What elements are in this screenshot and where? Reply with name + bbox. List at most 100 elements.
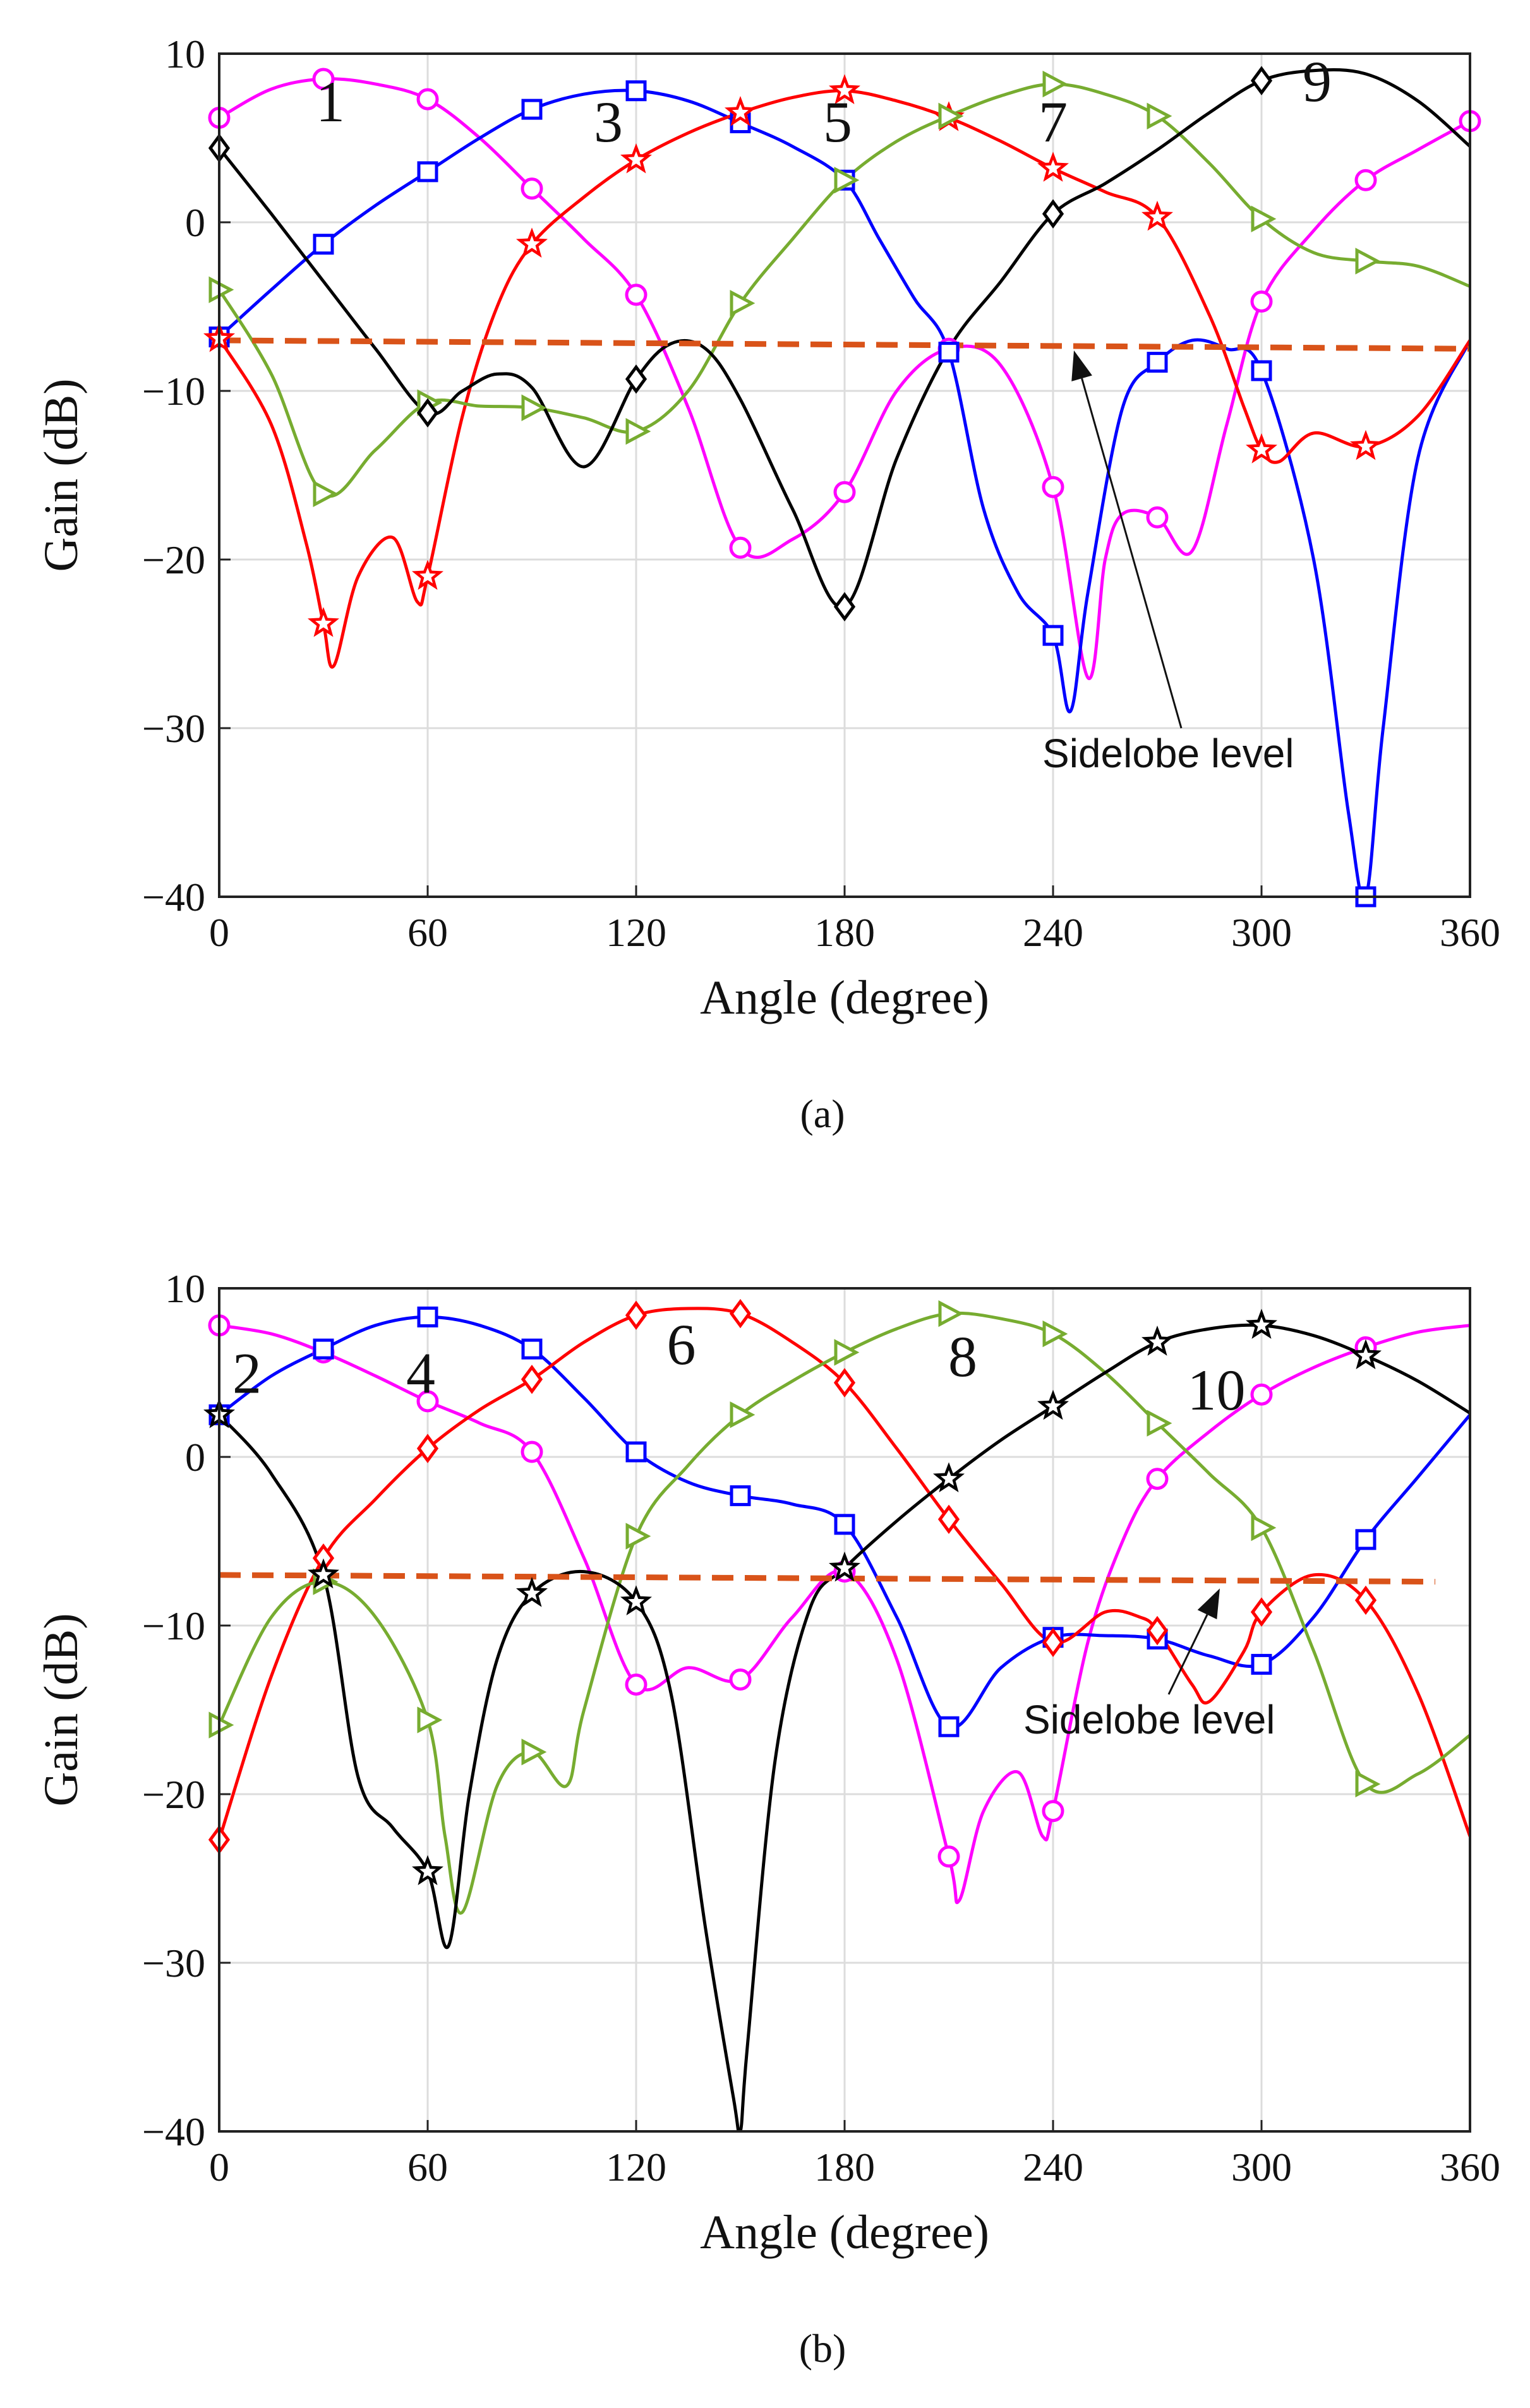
marker-series-9 <box>833 592 856 621</box>
marker-series-1 <box>1042 476 1064 498</box>
marker-series-6 <box>1354 1585 1377 1615</box>
marker-series-10 <box>828 1551 861 1582</box>
marker-series-7 <box>938 102 964 129</box>
marker-series-7 <box>1355 248 1381 275</box>
annotation-arrow-shaft <box>1081 378 1183 729</box>
panel-a-chart: 0 60 120 180 240 300 360 10 0 −10 −20 −30 −40 Angle (… <box>35 32 1500 1136</box>
marker-series-5 <box>1037 152 1069 182</box>
marker-series-7 <box>730 290 756 317</box>
x-tick-label: 360 <box>1440 910 1500 955</box>
marker-series-2 <box>729 1668 752 1691</box>
marker-series-5 <box>307 607 340 637</box>
marker-series-8 <box>521 1739 547 1766</box>
marker-series-1 <box>833 481 856 503</box>
y-tick-label: −40 <box>142 2109 205 2154</box>
marker-series-7 <box>834 167 860 194</box>
series-line-2 <box>219 1324 1470 1905</box>
x-axis-label: Angle (degree) <box>700 971 989 1024</box>
marker-series-2 <box>937 1845 960 1868</box>
sidelobe-level-line <box>219 1572 1436 1585</box>
marker-series-6 <box>1146 1615 1169 1646</box>
beam-label-7: 7 <box>1039 90 1068 154</box>
tick-labels: 0 60 120 180 240 300 360 10 0 −10 −20 −30 −40 <box>142 32 1500 955</box>
marker-series-4 <box>313 1338 334 1360</box>
beam-label-4: 4 <box>406 1341 435 1406</box>
y-axis-label: Gain (dB) <box>35 378 88 572</box>
annotation-arrow-shaft <box>1167 1614 1208 1695</box>
marker-series-7 <box>313 480 339 508</box>
marker-series-10 <box>932 1462 965 1493</box>
marker-series-3 <box>521 99 543 120</box>
y-tick-label: 10 <box>165 32 205 76</box>
marker-series-4 <box>625 1441 647 1463</box>
beam-label-3: 3 <box>594 90 623 154</box>
marker-series-4 <box>938 1716 960 1737</box>
marker-series-3 <box>625 80 647 102</box>
marker-series-6 <box>1250 1597 1273 1627</box>
beam-label-2: 2 <box>232 1341 262 1406</box>
x-tick-label: 60 <box>407 910 448 955</box>
beam-label-9: 9 <box>1303 49 1332 114</box>
marker-series-10 <box>1141 1326 1174 1356</box>
y-tick-label: −20 <box>142 1772 205 1817</box>
y-tick-label: −20 <box>142 537 205 582</box>
marker-series-1 <box>1146 506 1169 529</box>
marker-series-10 <box>307 1558 340 1589</box>
y-tick-label: −40 <box>142 875 205 919</box>
series-markers <box>203 1298 1382 1886</box>
x-tick-label: 300 <box>1231 910 1292 955</box>
beam-label-6: 6 <box>667 1312 696 1377</box>
marker-series-2 <box>1250 1383 1273 1406</box>
series-markers <box>203 66 1481 907</box>
marker-series-6 <box>625 1300 648 1330</box>
marker-series-3 <box>1147 352 1168 373</box>
x-tick-label: 120 <box>606 2145 666 2189</box>
marker-series-1 <box>416 88 439 111</box>
marker-series-1 <box>312 68 335 90</box>
x-tick-label: 240 <box>1023 910 1083 955</box>
marker-series-9 <box>1250 66 1273 95</box>
marker-series-10 <box>1349 1339 1382 1370</box>
marker-series-10 <box>1245 1309 1278 1339</box>
marker-series-2 <box>625 1673 648 1696</box>
marker-series-1 <box>521 177 543 200</box>
series-line-7 <box>219 82 1470 498</box>
marker-series-10 <box>1037 1389 1069 1420</box>
x-tick-label: 0 <box>209 910 229 955</box>
marker-series-8 <box>730 1401 756 1429</box>
marker-series-8 <box>1042 1320 1068 1348</box>
tick-labels: 0 60 120 180 240 300 360 10 0 −10 −20 −30 −40 <box>142 1266 1500 2189</box>
marker-series-3 <box>417 161 438 183</box>
x-tick-label: 120 <box>606 910 666 955</box>
marker-series-6 <box>521 1364 543 1394</box>
beam-label-10: 10 <box>1188 1358 1246 1422</box>
marker-series-9 <box>1042 199 1064 229</box>
marker-series-7 <box>625 417 651 445</box>
marker-series-6 <box>729 1298 752 1329</box>
marker-series-1 <box>729 536 752 559</box>
beam-label-1: 1 <box>316 69 345 134</box>
marker-series-8 <box>417 1706 443 1734</box>
marker-series-6 <box>416 1434 439 1463</box>
marker-series-7 <box>521 394 547 421</box>
marker-series-10 <box>620 1585 653 1615</box>
marker-series-5 <box>828 74 861 105</box>
y-tick-label: 0 <box>185 200 205 245</box>
y-axis-label: Gain (dB) <box>35 1613 88 1806</box>
marker-series-6 <box>1042 1627 1064 1657</box>
marker-series-5 <box>724 96 757 126</box>
x-tick-label: 360 <box>1440 2145 1500 2189</box>
x-tick-label: 240 <box>1023 2145 1083 2189</box>
marker-series-4 <box>730 1485 751 1506</box>
annotation-sidelobe-level: Sidelobe level <box>1023 1697 1275 1742</box>
beam-label-5: 5 <box>823 90 852 154</box>
marker-series-8 <box>834 1339 860 1366</box>
x-tick-label: 300 <box>1231 2145 1292 2189</box>
marker-series-1 <box>1250 290 1273 313</box>
marker-series-4 <box>417 1306 438 1327</box>
panel-caption: (b) <box>799 2326 846 2371</box>
marker-series-8 <box>1251 1514 1277 1542</box>
marker-series-2 <box>1146 1468 1169 1490</box>
marker-series-5 <box>411 560 444 590</box>
